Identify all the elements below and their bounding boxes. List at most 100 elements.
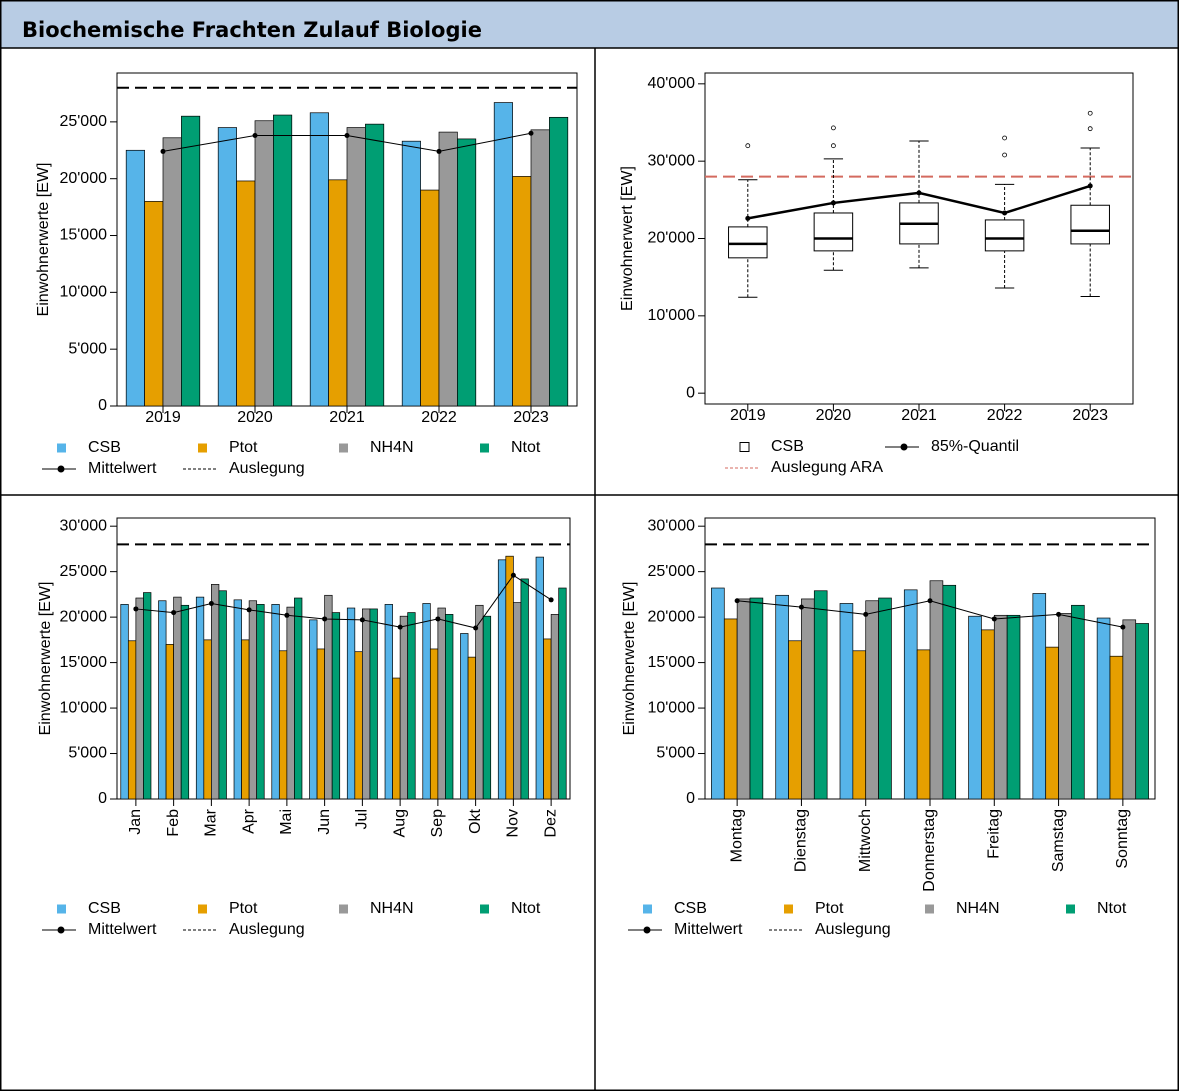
legend-label: Mittelwert <box>88 460 157 477</box>
bar <box>865 600 879 800</box>
bar <box>493 102 513 407</box>
bar <box>392 677 401 800</box>
y-tick-label: 25'000 <box>59 563 107 580</box>
y-tick-label: 15'000 <box>59 654 107 671</box>
y-tick-label: 15'000 <box>59 227 107 244</box>
line-point <box>284 612 290 618</box>
outlier <box>1087 126 1093 132</box>
bar <box>916 649 931 800</box>
y-tick-label: 25'000 <box>59 113 107 130</box>
bar <box>929 580 944 800</box>
bar <box>550 614 560 800</box>
legend-swatch <box>739 442 750 452</box>
bar <box>445 614 454 800</box>
bar <box>437 607 446 800</box>
line-point <box>133 606 139 612</box>
legend-label: Ptot <box>229 439 258 456</box>
bar <box>1096 617 1111 800</box>
legend-swatch <box>57 465 65 473</box>
bar <box>248 600 258 800</box>
bar <box>422 603 431 800</box>
bar <box>286 606 295 800</box>
outlier <box>1087 110 1093 116</box>
bar <box>143 592 152 800</box>
line-point <box>528 130 534 136</box>
legend-label: NH4N <box>370 439 414 456</box>
bar <box>316 648 325 800</box>
bar <box>558 587 567 800</box>
bar <box>475 604 484 800</box>
bar <box>549 116 569 407</box>
legend-label: Mittelwert <box>674 921 743 938</box>
chart: 0 10'000 20'000 30'000 40'000 Einwohnerwert [… <box>619 72 1134 476</box>
bar <box>181 115 201 407</box>
x-tick-label: 2020 <box>816 407 852 424</box>
bar <box>354 651 363 800</box>
y-tick-label: 30'000 <box>647 517 695 534</box>
bar <box>813 590 828 800</box>
line-point <box>252 133 258 139</box>
bar <box>256 604 265 800</box>
legend-label: Ntot <box>511 439 541 456</box>
bar <box>942 584 957 800</box>
y-tick-label: 5'000 <box>68 745 107 762</box>
x-tick-label: Montag <box>728 809 745 862</box>
bar <box>543 638 552 800</box>
x-tick-label: Feb <box>165 809 182 837</box>
y-tick-label: 20'000 <box>59 170 107 187</box>
legend-swatch <box>57 904 66 914</box>
bar <box>324 594 333 800</box>
bar <box>1135 623 1149 800</box>
line-point <box>344 133 350 139</box>
x-tick-label: Jun <box>316 809 333 835</box>
x-tick-label: 2022 <box>987 407 1023 424</box>
legend-swatch <box>198 443 207 453</box>
line-point <box>927 598 933 604</box>
y-tick-label: 0 <box>98 790 107 807</box>
x-tick-label: Aug <box>391 809 408 837</box>
line-point <box>510 572 516 578</box>
bar <box>120 604 129 800</box>
bar <box>1109 655 1124 800</box>
x-tick-label: 2022 <box>421 409 457 426</box>
y-axis-label: Einwohnerwerte [EW] <box>37 582 54 736</box>
legend-swatch <box>643 926 651 934</box>
line-point <box>160 148 166 154</box>
line-point <box>1056 611 1062 617</box>
legend-label: CSB <box>88 900 121 917</box>
y-tick-label: 10'000 <box>59 284 107 301</box>
bar <box>203 639 212 800</box>
y-tick-label: 25'000 <box>647 563 695 580</box>
y-tick-label: 15'000 <box>647 654 695 671</box>
y-tick-label: 30'000 <box>647 152 695 169</box>
legend-label: CSB <box>88 439 121 456</box>
bar <box>362 608 371 800</box>
bar <box>457 138 477 407</box>
x-tick-label: Okt <box>467 808 484 833</box>
legend-label: Ptot <box>229 900 258 917</box>
bar <box>981 629 995 800</box>
legend-swatch <box>643 904 652 914</box>
legend-swatch <box>900 443 908 451</box>
bar <box>788 640 802 800</box>
plot-frame <box>116 517 571 800</box>
y-tick-label: 0 <box>686 384 695 401</box>
line-point <box>1087 183 1093 189</box>
bar <box>195 596 205 800</box>
bar <box>420 189 440 407</box>
bar <box>852 650 867 800</box>
legend-label: NH4N <box>956 900 1000 917</box>
bar <box>158 600 167 800</box>
bar <box>273 114 293 407</box>
line-point <box>548 597 554 603</box>
bar <box>903 589 918 800</box>
bar <box>775 594 789 800</box>
bar <box>467 656 476 800</box>
bar <box>482 615 492 800</box>
bar <box>384 604 393 800</box>
bar <box>369 608 378 800</box>
line-point <box>208 600 214 606</box>
legend-swatch <box>57 443 66 453</box>
